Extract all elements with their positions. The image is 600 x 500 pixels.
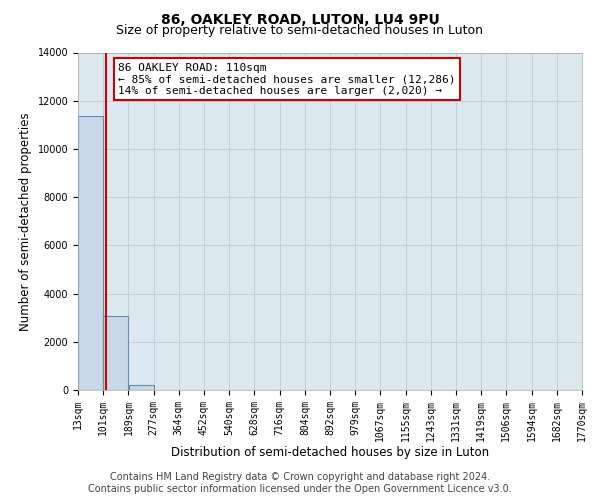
- Text: 86, OAKLEY ROAD, LUTON, LU4 9PU: 86, OAKLEY ROAD, LUTON, LU4 9PU: [161, 12, 439, 26]
- Y-axis label: Number of semi-detached properties: Number of semi-detached properties: [19, 112, 32, 330]
- Bar: [78, 116, 103, 390]
- Bar: [103, 316, 128, 390]
- Text: Size of property relative to semi-detached houses in Luton: Size of property relative to semi-detach…: [116, 24, 484, 37]
- Text: Contains HM Land Registry data © Crown copyright and database right 2024.
Contai: Contains HM Land Registry data © Crown c…: [88, 472, 512, 494]
- Text: 86 OAKLEY ROAD: 110sqm
← 85% of semi-detached houses are smaller (12,286)
14% of: 86 OAKLEY ROAD: 110sqm ← 85% of semi-det…: [118, 62, 456, 96]
- Bar: [128, 385, 154, 390]
- X-axis label: Distribution of semi-detached houses by size in Luton: Distribution of semi-detached houses by …: [171, 446, 489, 460]
